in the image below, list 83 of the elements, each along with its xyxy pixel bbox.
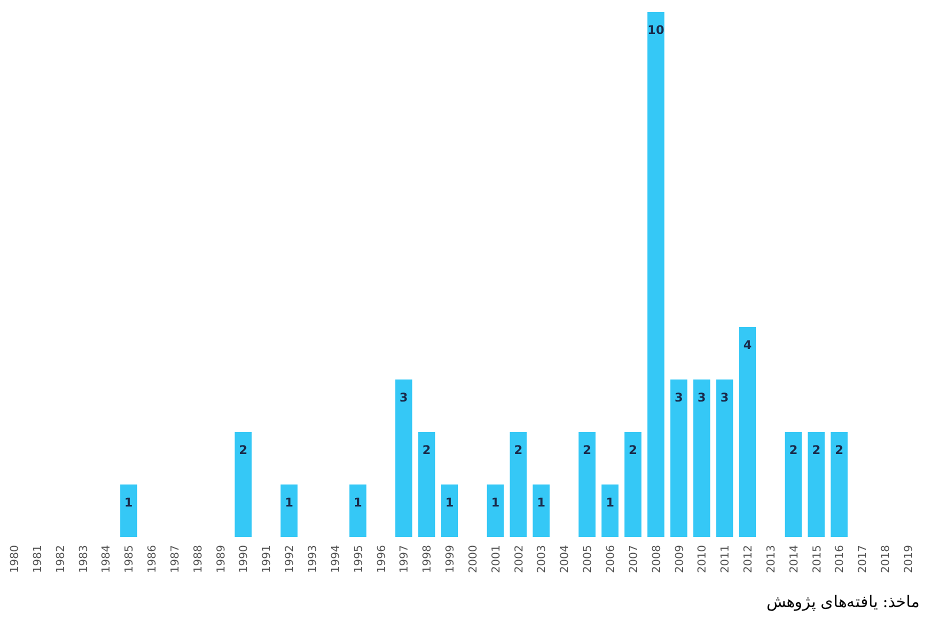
data-label: 2 <box>582 443 592 457</box>
data-label: 1 <box>284 496 294 510</box>
x-tick-label: 2016 <box>833 545 846 573</box>
data-label: 1 <box>537 496 546 510</box>
x-tick-label: 1998 <box>420 545 434 573</box>
bar <box>739 327 756 537</box>
x-tick-label: 1990 <box>237 545 250 573</box>
x-tick-label: 2018 <box>879 545 892 573</box>
x-tick-label: 2011 <box>718 545 732 573</box>
x-tick-label: 2004 <box>558 545 572 573</box>
x-tick-label: 2005 <box>581 545 594 573</box>
x-tick-label: 1992 <box>283 545 296 573</box>
data-label: 3 <box>674 390 683 404</box>
data-label: 10 <box>647 23 664 37</box>
bar <box>234 432 252 537</box>
data-label: 3 <box>720 390 729 404</box>
x-tick-label: 1996 <box>374 545 388 573</box>
bar <box>418 432 436 537</box>
x-tick-label: 1981 <box>30 545 44 573</box>
data-label: 1 <box>606 496 614 510</box>
x-tick-label: 2012 <box>742 545 755 573</box>
bar <box>784 432 802 537</box>
bar <box>670 380 688 537</box>
x-tick-label: 1982 <box>54 545 67 573</box>
bar <box>716 380 734 537</box>
data-label: 3 <box>400 390 408 404</box>
data-label: 2 <box>812 443 820 457</box>
x-tick-label: 1999 <box>444 545 457 573</box>
bar <box>349 484 366 537</box>
data-label: 2 <box>835 443 844 457</box>
data-label: 2 <box>789 443 798 457</box>
data-label: 1 <box>491 496 500 510</box>
x-tick-label: 1997 <box>398 545 411 573</box>
x-tick-label: 2008 <box>650 545 663 573</box>
bar <box>395 380 412 537</box>
x-tick-label: 2000 <box>466 545 480 573</box>
data-label: 1 <box>354 496 362 510</box>
x-tick-label: 2017 <box>856 545 870 573</box>
text: ماخذ: یافته‌های پژوهش <box>766 592 920 611</box>
bar <box>441 484 458 537</box>
x-tick-label: 2010 <box>696 545 709 573</box>
x-tick-label: 2014 <box>787 545 800 573</box>
bar <box>830 432 848 537</box>
x-tick-label: 2007 <box>626 545 640 573</box>
bar <box>624 432 642 537</box>
data-label: 2 <box>514 443 522 457</box>
bar <box>510 432 527 537</box>
x-tick-label: 1993 <box>306 545 319 573</box>
x-tick-label: 2009 <box>672 545 686 573</box>
x-tick-label: 2003 <box>535 545 548 573</box>
x-tick-label: 2013 <box>764 545 778 573</box>
bar <box>578 432 596 537</box>
bar <box>647 12 664 537</box>
x-tick-label: 2006 <box>604 545 617 573</box>
data-label: 3 <box>698 390 706 404</box>
x-tick-label: 2015 <box>810 545 824 573</box>
data-label: 1 <box>445 496 454 510</box>
x-tick-label: 1980 <box>8 545 21 573</box>
x-tick-label: 1995 <box>352 545 365 573</box>
x-tick-label: 2001 <box>489 545 502 573</box>
x-tick-label: 1983 <box>76 545 90 573</box>
data-label: 2 <box>239 443 248 457</box>
x-tick-label: 1994 <box>328 545 342 573</box>
bar <box>693 380 710 537</box>
data-label: 1 <box>124 496 133 510</box>
x-tick-label: 1989 <box>214 545 228 573</box>
bar <box>602 484 618 537</box>
x-tick-label: 1984 <box>100 545 113 573</box>
x-tick-label: 1987 <box>168 545 182 573</box>
x-tick-label: 1986 <box>146 545 159 573</box>
x-tick-label: 2002 <box>512 545 526 573</box>
bar <box>532 484 550 537</box>
x-tick-label: 1991 <box>260 545 274 573</box>
x-tick-label: 1985 <box>122 545 136 573</box>
bar <box>280 484 298 537</box>
data-label: 2 <box>422 443 431 457</box>
bar <box>120 484 138 537</box>
x-tick-label: 1988 <box>191 545 204 573</box>
bar <box>486 484 504 537</box>
data-label: 4 <box>743 338 752 352</box>
data-label: 2 <box>628 443 638 457</box>
x-tick-label: 2019 <box>902 545 915 573</box>
bar <box>808 432 825 537</box>
